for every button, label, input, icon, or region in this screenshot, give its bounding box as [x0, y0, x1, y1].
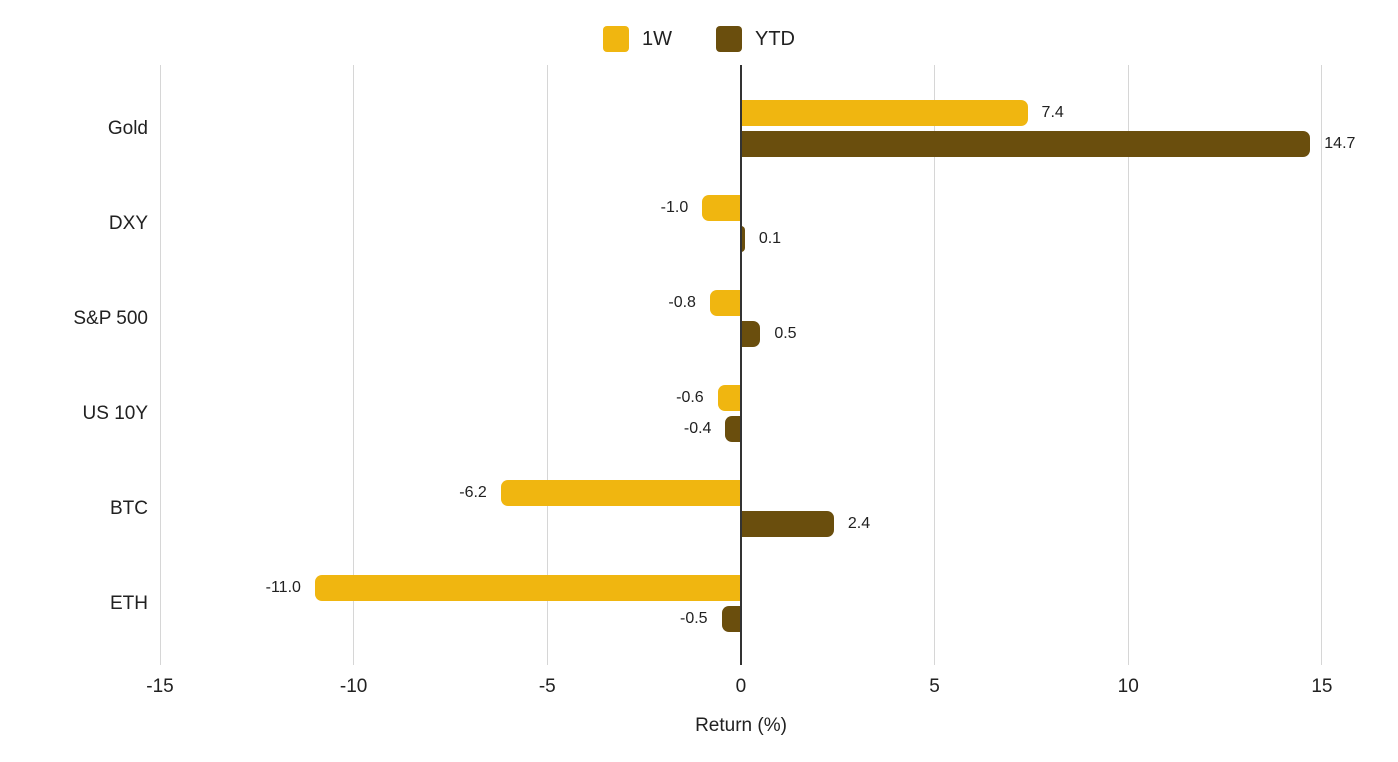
category-label: ETH [110, 592, 148, 614]
category-label: S&P 500 [73, 307, 148, 329]
value-label: -0.5 [680, 610, 708, 627]
bar-1w [702, 195, 741, 221]
bar-1w [740, 100, 1028, 126]
bar-track: -0.5 [0, 606, 1398, 632]
zero-axis-line [739, 65, 742, 665]
category-row: BTC -6.2 2.4 [0, 461, 1398, 556]
x-axis-title: Return (%) [695, 715, 787, 736]
value-label: -0.6 [676, 389, 704, 406]
gridline [353, 65, 355, 665]
value-label: 2.4 [847, 515, 871, 532]
gridline [546, 65, 548, 665]
bar-track: 2.4 [0, 511, 1398, 537]
gridline [1127, 65, 1129, 665]
x-tick-label: 0 [735, 676, 747, 697]
value-label: -0.4 [683, 420, 712, 437]
bar-track: -0.6 [0, 385, 1398, 411]
category-row: Gold 7.4 14.7 [0, 81, 1398, 176]
x-tick-label: -5 [538, 676, 556, 697]
legend-item-1w: 1W [603, 26, 672, 52]
value-label: 0.1 [758, 230, 782, 247]
legend-item-ytd: YTD [716, 26, 795, 52]
legend-swatch-ytd-icon [716, 26, 742, 52]
category-label: BTC [110, 497, 148, 519]
legend-label-ytd: YTD [755, 27, 795, 50]
category-row: ETH -11.0 -0.5 [0, 556, 1398, 651]
bar-track: 7.4 [0, 100, 1398, 126]
gridline [159, 65, 161, 665]
category-label: Gold [107, 117, 148, 139]
category-row: DXY -1.0 0.1 [0, 176, 1398, 271]
value-label: 0.5 [774, 325, 797, 342]
value-label: -6.2 [459, 484, 487, 501]
bar-1w [500, 480, 741, 506]
bar-ytd [740, 131, 1311, 157]
legend-swatch-1w-icon [603, 26, 629, 52]
x-tick-label: 10 [1117, 676, 1139, 697]
bar-track: 14.7 [0, 131, 1398, 157]
gridline [1321, 65, 1323, 665]
legend: 1W YTD [0, 26, 1398, 52]
bar-ytd [725, 416, 741, 442]
x-tick-label: 5 [929, 676, 940, 697]
category-row: US 10Y -0.6 -0.4 [0, 366, 1398, 461]
x-tick-label: -10 [339, 676, 368, 697]
value-label: -11.0 [265, 579, 301, 596]
category-row: S&P 500 -0.8 0.5 [0, 271, 1398, 366]
bar-ytd [740, 226, 745, 252]
category-label: US 10Y [82, 402, 148, 424]
value-label: 7.4 [1041, 104, 1064, 121]
bar-1w [314, 575, 741, 601]
bar-ytd [740, 321, 761, 347]
bar-ytd [740, 511, 834, 537]
bar-track: 0.5 [0, 321, 1398, 347]
bar-track: -11.0 [0, 575, 1398, 601]
x-tick-label: -15 [146, 676, 174, 697]
value-label: -0.8 [668, 294, 696, 311]
category-label: DXY [108, 212, 148, 234]
value-label: -1.0 [660, 199, 689, 216]
bar-track: -6.2 [0, 480, 1398, 506]
bar-1w [717, 385, 741, 411]
bar-track: -1.0 [0, 195, 1398, 221]
bar-track: -0.8 [0, 290, 1398, 316]
legend-label-1w: 1W [642, 27, 672, 50]
bar-track: -0.4 [0, 416, 1398, 442]
bar-track: 0.1 [0, 226, 1398, 252]
gridline [934, 65, 936, 665]
x-tick-label: 15 [1311, 676, 1333, 697]
value-label: 14.7 [1324, 135, 1356, 152]
bar-ytd [721, 606, 741, 632]
bar-1w [709, 290, 741, 316]
